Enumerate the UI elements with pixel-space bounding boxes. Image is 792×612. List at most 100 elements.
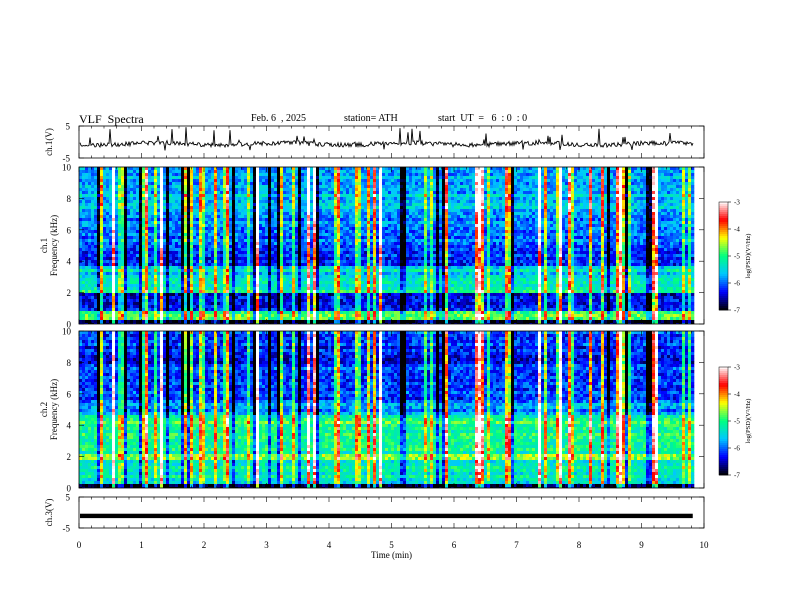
spectro-cell-1 [595, 200, 599, 204]
spectro-cell-1 [394, 221, 398, 225]
spectro-cell-1 [214, 167, 218, 171]
spectro-cell-1 [673, 176, 677, 180]
spectro-cell-1 [529, 209, 533, 213]
spectro-cell-1 [391, 224, 395, 228]
spectro-cell-1 [238, 206, 242, 210]
spectro-cell-1 [190, 212, 194, 216]
spectro-cell-1 [238, 224, 242, 228]
spectro-cell-1 [109, 233, 113, 237]
spectro-cell-1 [334, 209, 338, 213]
spectro-cell-1 [145, 200, 149, 204]
spectro-cell-1 [451, 209, 455, 213]
spectro-cell-1 [418, 185, 422, 189]
spectro-cell-1 [115, 197, 119, 201]
spectro-cell-1 [622, 233, 626, 237]
spectro-cell-1 [436, 221, 440, 225]
spectro-cell-1 [130, 206, 134, 210]
spectro-cell-1 [283, 203, 287, 207]
spectro-cell-1 [685, 191, 689, 195]
spectro-cell-1 [259, 200, 263, 204]
spectro-cell-1 [316, 176, 320, 180]
spectro-cell-1 [349, 191, 353, 195]
spectro-cell-1 [592, 224, 596, 228]
spectro-cell-1 [625, 185, 629, 189]
spectro-cell-1 [322, 203, 326, 207]
spectro-cell-1 [388, 206, 392, 210]
spectro-cell-1 [88, 170, 92, 174]
spectro-cell-1 [166, 233, 170, 237]
spectro-cell-1 [79, 206, 83, 210]
spectro-cell-1 [643, 200, 647, 204]
spectro-cell-1 [469, 224, 473, 228]
spectro-cell-1 [364, 218, 368, 222]
spectro-cell-1 [631, 188, 635, 192]
spectro-cell-1 [364, 215, 368, 219]
spectro-cell-1 [310, 194, 314, 198]
spectro-cell-1 [268, 179, 272, 183]
spectro-cell-1 [250, 215, 254, 219]
spectro-cell-1 [301, 188, 305, 192]
spectro-cell-1 [463, 236, 467, 240]
spectro-cell-1 [157, 218, 161, 222]
spectro-cell-1 [535, 221, 539, 225]
spectro-cell-1 [199, 194, 203, 198]
spectro-cell-1 [658, 197, 662, 201]
figure-title: VLF Spectra [79, 112, 144, 127]
spectro-cell-1 [223, 188, 227, 192]
spectro-cell-1 [550, 221, 554, 225]
spectro-cell-1 [358, 224, 362, 228]
spectro-cell-1 [97, 206, 101, 210]
spectro-cell-1 [169, 179, 173, 183]
spectro-cell-1 [163, 182, 167, 186]
spectro-cell-1 [124, 173, 128, 177]
spectro-cell-1 [364, 227, 368, 231]
spectro-cell-1 [556, 224, 560, 228]
spectro-cell-1 [286, 230, 290, 234]
spectro-cell-1 [460, 170, 464, 174]
spectro-cell-1 [634, 212, 638, 216]
spectro-cell-1 [328, 173, 332, 177]
spectro-cell-1 [460, 191, 464, 195]
spectro-cell-1 [274, 188, 278, 192]
spectro-cell-1 [298, 173, 302, 177]
spectro-cell-1 [91, 167, 95, 171]
spectro-cell-1 [682, 185, 686, 189]
spectro-cell-1 [538, 191, 542, 195]
spectro-cell-1 [226, 170, 230, 174]
spectro-cell-1 [142, 221, 146, 225]
spectro-cell-1 [628, 191, 632, 195]
spectro-cell-1 [460, 197, 464, 201]
spectro-cell-1 [562, 218, 566, 222]
spectro-cell-1 [445, 167, 449, 171]
spectro-cell-1 [190, 209, 194, 213]
spectro-cell-1 [298, 218, 302, 222]
spectro-cell-1 [427, 200, 431, 204]
spectro-cell-1 [193, 239, 197, 243]
spectro-cell-1 [490, 182, 494, 186]
spectro-cell-1 [592, 179, 596, 183]
spectro-cell-1 [367, 236, 371, 240]
spectro-cell-1 [106, 215, 110, 219]
spectro-cell-1 [187, 170, 191, 174]
spectro-cell-1 [424, 182, 428, 186]
spectro-cell-1 [262, 230, 266, 234]
spectro-cell-1 [88, 224, 92, 228]
spectro-cell-1 [502, 224, 506, 228]
spectro-cell-1 [682, 170, 686, 174]
spectro-cell-1 [151, 185, 155, 189]
spectro-cell-1 [433, 173, 437, 177]
spectro-cell-1 [538, 215, 542, 219]
spectro-cell-1 [502, 227, 506, 231]
spectro-cell-1 [673, 218, 677, 222]
spectro-cell-1 [94, 200, 98, 204]
spectro-cell-1 [193, 203, 197, 207]
spectro-cell-1 [373, 170, 377, 174]
spectro-cell-1 [301, 173, 305, 177]
spectro-cell-1 [181, 218, 185, 222]
spectro-cell-1 [295, 167, 299, 171]
spectro-cell-1 [403, 209, 407, 213]
spectro-cell-1 [457, 197, 461, 201]
spectro-cell-1 [589, 194, 593, 198]
spectro-cell-1 [559, 176, 563, 180]
spectro-cell-1 [601, 230, 605, 234]
